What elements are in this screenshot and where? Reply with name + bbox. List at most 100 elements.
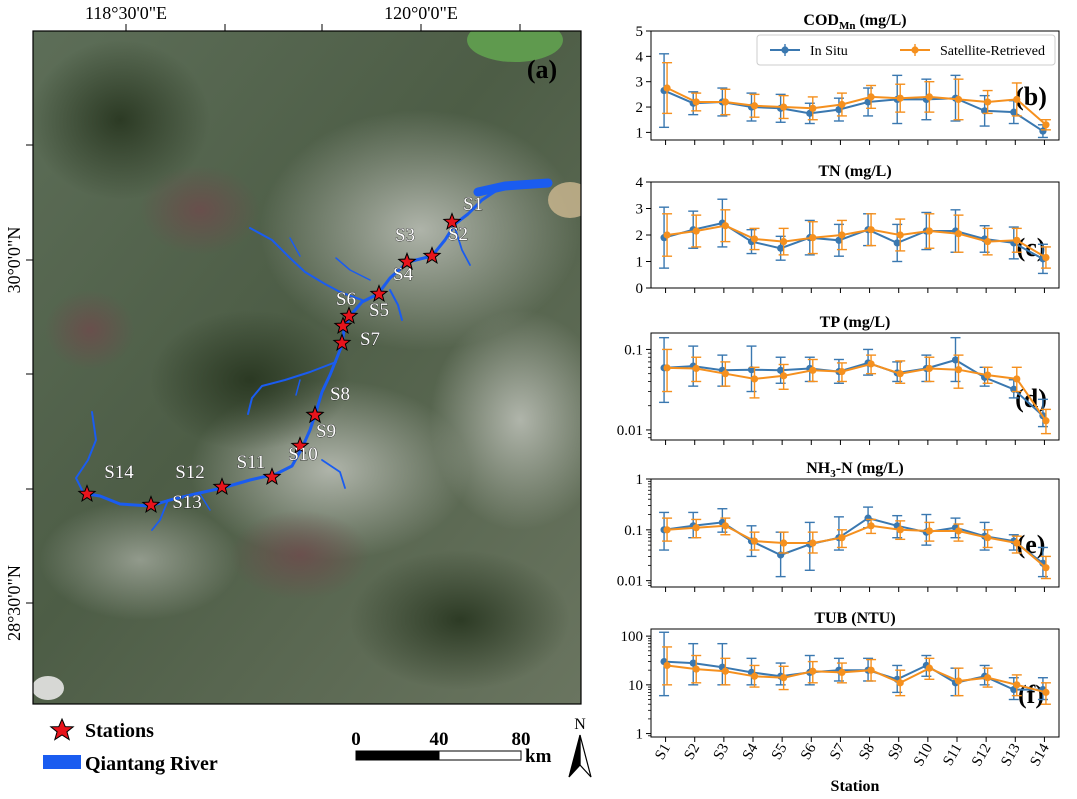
graticule-ticks	[26, 24, 521, 604]
station-marker-s13	[141, 495, 161, 514]
series-line	[667, 362, 1047, 422]
data-point	[777, 366, 785, 374]
station-marker-s6	[339, 306, 359, 325]
data-point	[867, 666, 875, 674]
station-label-s11: S11	[237, 452, 266, 473]
series-in-situ	[659, 336, 1048, 428]
data-point	[1042, 121, 1050, 129]
station-star-icon	[49, 717, 75, 741]
data-point	[954, 677, 963, 685]
plot-frame	[650, 30, 1060, 141]
station-label-s2: S2	[448, 224, 468, 245]
y-tick-label: 3	[636, 75, 644, 91]
station-label-s10: S10	[288, 444, 318, 465]
data-point	[1013, 375, 1021, 383]
data-point	[809, 104, 817, 112]
station-label-s12: S12	[175, 462, 205, 483]
data-point	[809, 366, 817, 374]
data-point	[750, 375, 759, 383]
series-in-situ	[659, 198, 1048, 275]
data-point	[984, 238, 992, 246]
data-point	[1010, 108, 1018, 116]
data-point	[925, 227, 933, 235]
data-point	[896, 231, 904, 239]
chart-f: TUB (NTU) 1 10 100 (f)	[621, 610, 1060, 743]
x-tick-label: S10	[911, 741, 937, 769]
lon-label: 120°0'0"E	[384, 3, 458, 23]
data-point	[692, 665, 700, 673]
chart-title: TUB (NTU)	[814, 610, 895, 627]
data-point	[750, 672, 759, 680]
y-tick-label: 4	[636, 175, 644, 191]
y-tick-label: 0.01	[617, 574, 643, 590]
series-in-situ	[659, 53, 1048, 139]
chart-d: TP (mg/L)0.010.1(d)	[617, 314, 1060, 445]
legend-stations-label: Stations	[85, 720, 154, 742]
data-point	[896, 370, 904, 378]
data-point	[925, 93, 933, 101]
station-marker-s1	[442, 212, 462, 231]
x-tick-label: S11	[940, 741, 965, 769]
station-marker-s2	[422, 246, 442, 265]
map-frame	[32, 30, 582, 705]
panel-label-f: (f)	[1018, 680, 1044, 709]
data-point	[692, 524, 700, 532]
data-point	[750, 537, 759, 545]
x-tick-label: S13	[998, 741, 1024, 769]
y-tick-label: 0.1	[624, 342, 643, 358]
y-tick-label: 1	[636, 125, 644, 141]
y-tick-label: 0.1	[624, 523, 643, 539]
data-point	[984, 674, 992, 682]
station-marker-s14	[77, 484, 97, 503]
station-marker-s12	[212, 477, 232, 496]
data-point	[721, 667, 729, 675]
legend-entry-label: In Situ	[810, 44, 848, 59]
x-tick-label: S14	[1027, 741, 1053, 770]
chart-title: CODMn (mg/L)	[803, 12, 906, 32]
legend-entry-label: Satellite-Retrieved	[940, 44, 1045, 59]
data-point	[838, 100, 846, 109]
y-tick-label: 2	[636, 228, 644, 244]
x-tick-label: S12	[969, 741, 995, 769]
scale-unit: km	[525, 746, 552, 767]
station-label-s8: S8	[330, 384, 350, 405]
north-label: N	[574, 716, 586, 733]
data-point	[663, 526, 671, 534]
station-marker-s11	[262, 467, 282, 486]
series-line	[667, 524, 1047, 569]
x-tick-label: S1	[652, 741, 674, 763]
data-point	[809, 539, 817, 547]
chart-b: CODMn (mg/L) 1 2 3 4 5 (b) In Situ Satellite-Ret…	[636, 12, 1060, 145]
chart-e: NH3-N (mg/L)0.010.11(e)	[617, 460, 1060, 592]
station-label-s6: S6	[336, 289, 356, 310]
data-point	[663, 84, 671, 92]
series-satellite-retrieved	[662, 646, 1051, 705]
y-tick-label: 0	[636, 281, 644, 297]
station-marker-s4	[397, 252, 417, 271]
data-point	[954, 366, 963, 374]
data-point	[838, 231, 846, 239]
panel-label-a: (a)	[527, 55, 557, 84]
scale-tick-40: 40	[430, 729, 449, 750]
data-point	[984, 534, 992, 542]
data-point	[893, 239, 901, 247]
series-satellite-retrieved	[662, 61, 1051, 131]
station-label-s14: S14	[104, 462, 134, 483]
satellite-image	[33, 31, 581, 704]
data-point	[692, 98, 700, 106]
station-label-s4: S4	[393, 264, 414, 285]
station-label-s3: S3	[395, 225, 415, 246]
y-tick-label: 3	[636, 202, 644, 218]
y-tick-label: 1	[636, 472, 644, 488]
north-arrow-icon: N	[568, 716, 592, 778]
y-tick-label: 5	[636, 24, 644, 40]
panel-label-b: (b)	[1015, 82, 1047, 111]
plot-frame	[650, 478, 1060, 588]
data-point	[867, 522, 875, 530]
lon-label: 118°30'0"E	[85, 3, 167, 23]
plot-frame	[650, 332, 1060, 441]
station-label-s5: S5	[369, 300, 389, 321]
